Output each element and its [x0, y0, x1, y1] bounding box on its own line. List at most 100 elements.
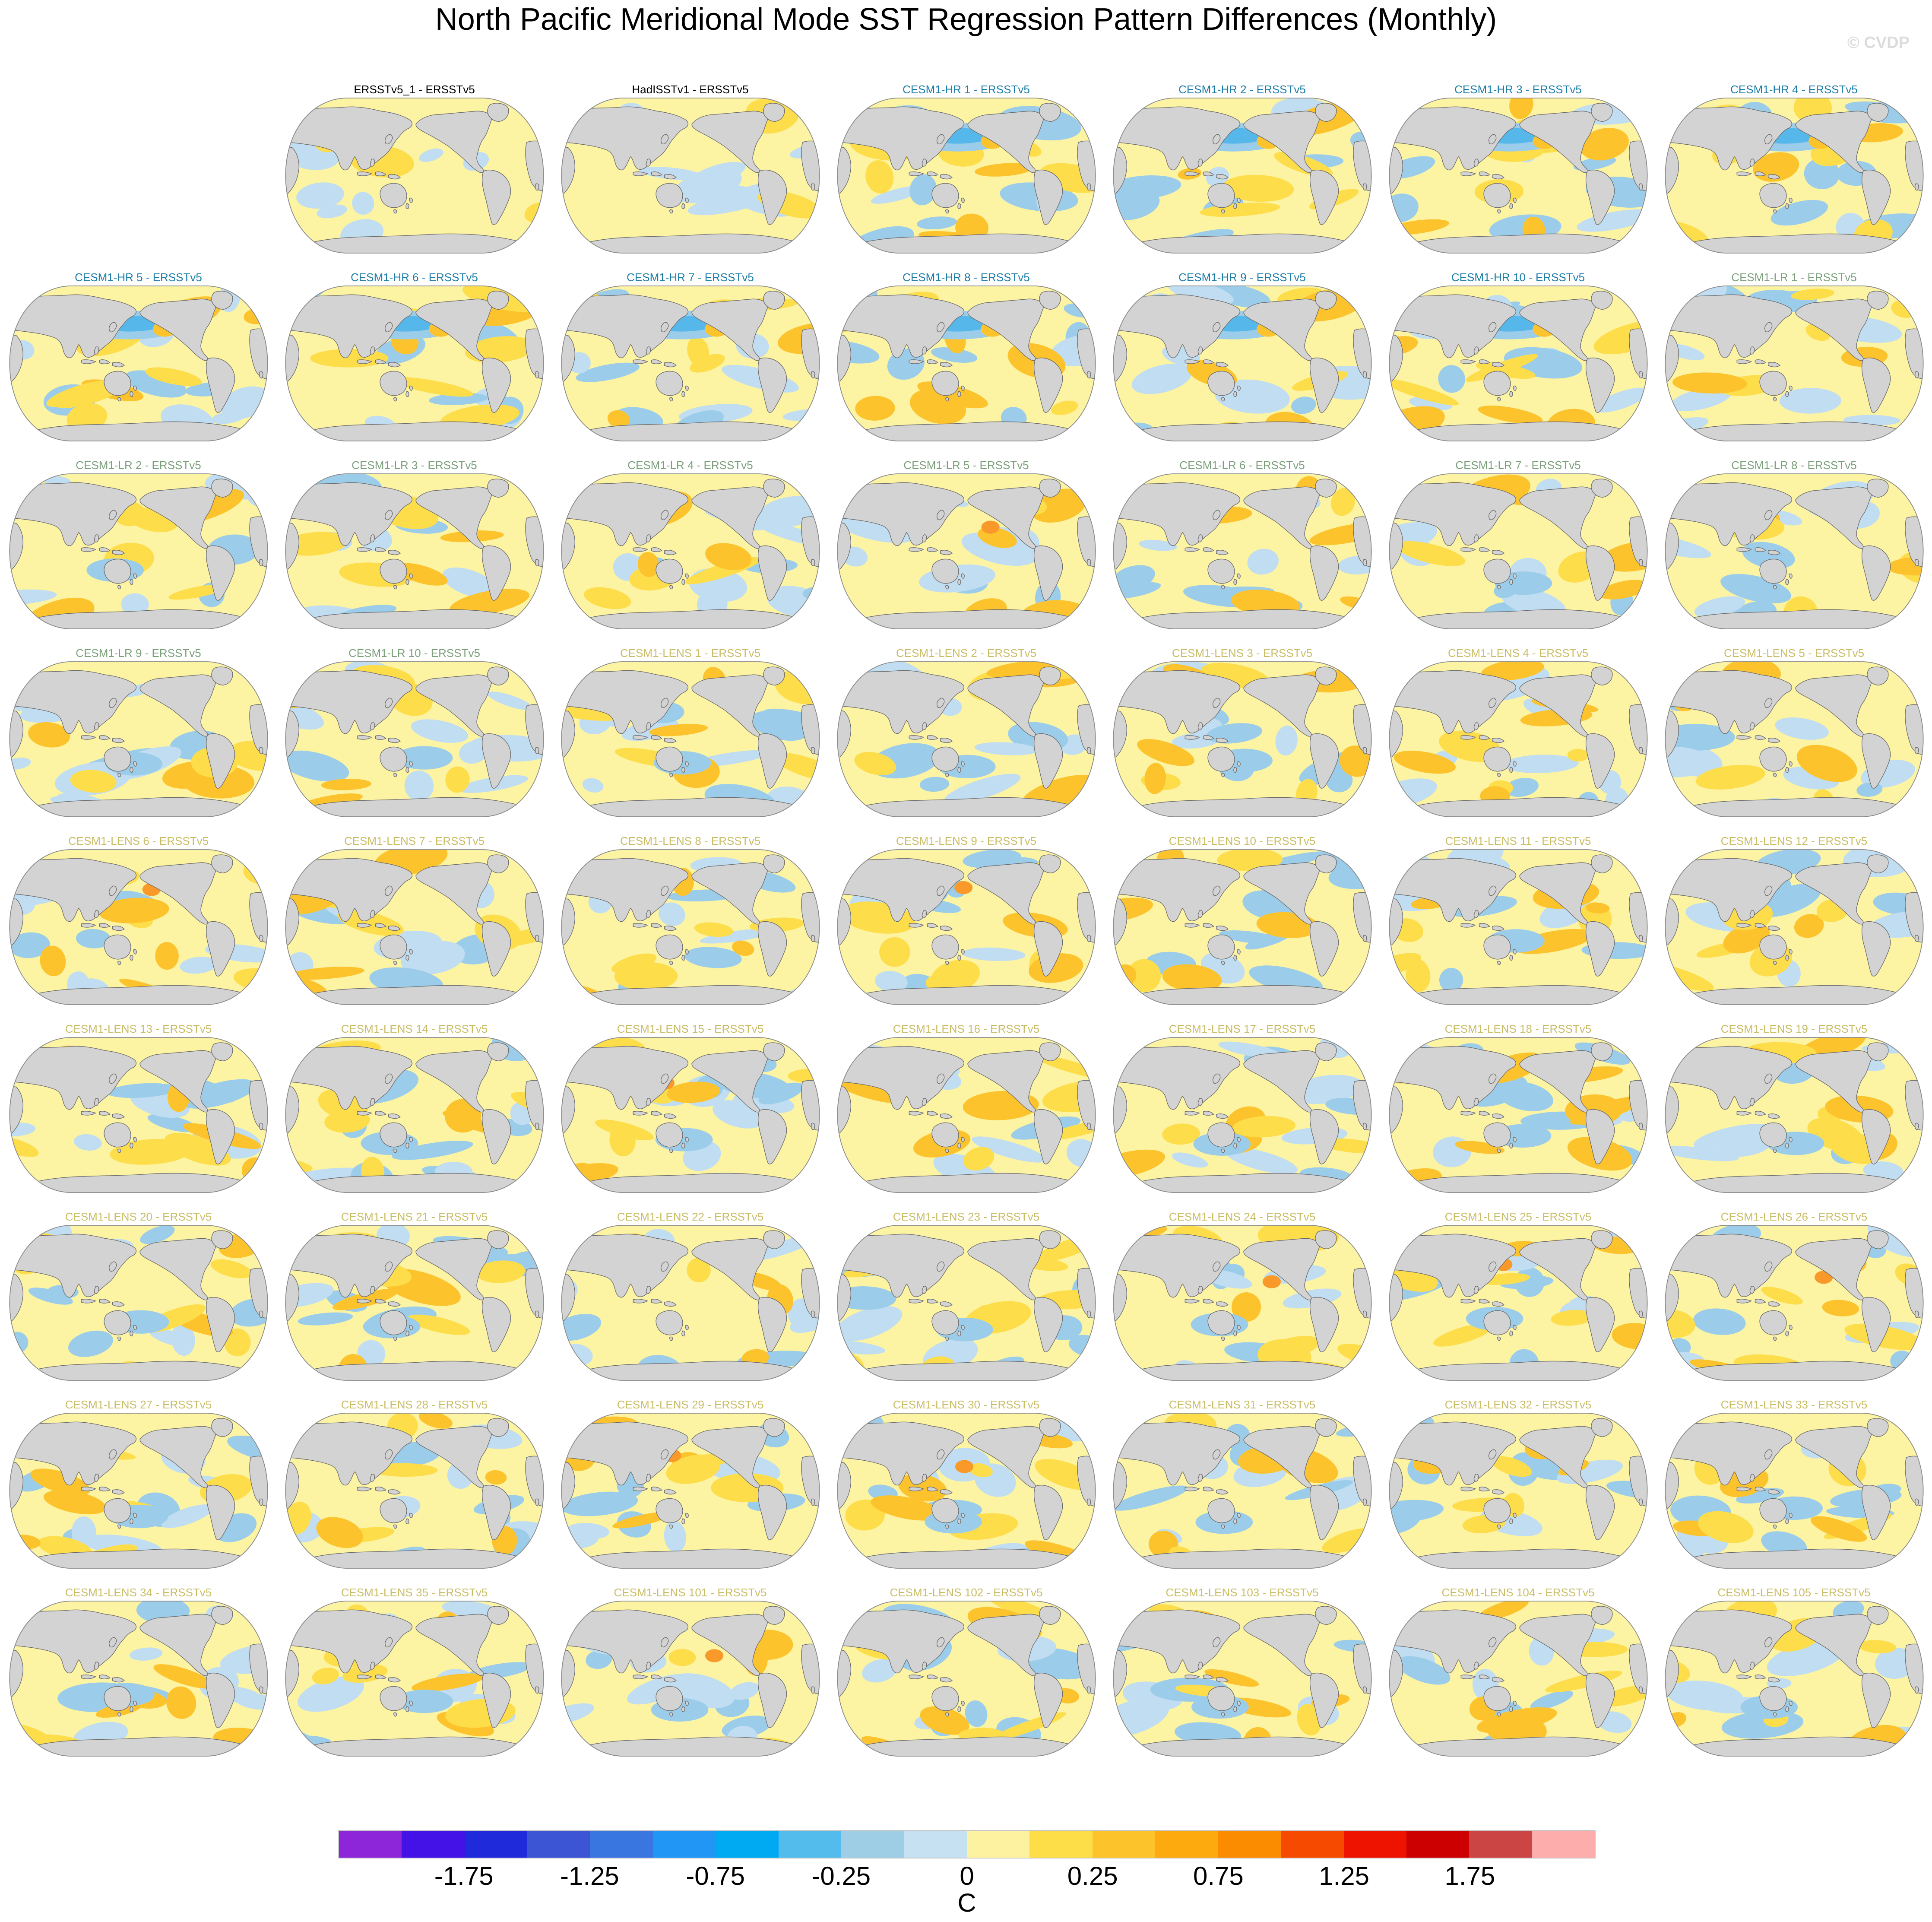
land-mass: [1039, 103, 1061, 122]
land-mass: [1362, 559, 1367, 567]
land-mass: [1309, 545, 1339, 601]
land-mass: [1687, 985, 1901, 1005]
panel-title: CESM1-LENS 16 - ERSSTv5: [893, 1022, 1040, 1035]
land-mass: [945, 1524, 949, 1529]
land-mass: [94, 1098, 99, 1106]
land-mass: [1086, 1498, 1091, 1506]
land-mass: [99, 1487, 111, 1491]
map-outline: [836, 1225, 1096, 1381]
land-mass: [1509, 1142, 1513, 1149]
panel-title: CESM1-LR 2 - ERSSTv5: [76, 459, 201, 472]
land-mass: [1362, 371, 1367, 379]
land-mass: [259, 1498, 263, 1506]
land-mass: [660, 885, 668, 896]
land-mass: [375, 1299, 386, 1304]
land-mass: [1113, 146, 1127, 195]
land-mass: [1221, 397, 1225, 402]
land-mass: [393, 773, 397, 777]
land-mass: [288, 1061, 293, 1067]
land-mass: [129, 1706, 133, 1713]
land-mass: [1389, 521, 1403, 571]
land-mass: [1764, 1637, 1772, 1647]
land-mass: [811, 1123, 815, 1130]
negative-anomaly-blob: [576, 362, 640, 382]
land-mass: [564, 310, 569, 315]
negative-anomaly-blob: [404, 770, 434, 801]
land-mass: [859, 1173, 1074, 1193]
panel-title: CESM1-LENS 32 - ERSSTv5: [1444, 1398, 1592, 1411]
land-mass: [375, 735, 386, 740]
land-mass: [112, 1677, 125, 1683]
panel-title: CESM1-LR 8 - ERSSTv5: [1731, 459, 1857, 472]
land-mass: [112, 550, 125, 555]
world-map: [9, 1413, 268, 1569]
negative-anomaly-blob: [690, 162, 745, 187]
land-mass: [9, 521, 23, 571]
panel-grid: ERSSTv5_1 - ERSSTv5 HadISSTv1 - ERSSTv5 …: [0, 80, 1932, 1771]
land-mass: [259, 559, 263, 567]
negative-anomaly-blob: [1665, 1145, 1739, 1161]
land-mass: [633, 735, 648, 740]
land-mass: [1460, 1299, 1476, 1304]
land-mass: [669, 585, 673, 590]
land-mass: [1509, 1330, 1513, 1337]
negative-anomaly-blob: [582, 778, 603, 793]
map-outline: [9, 661, 268, 817]
world-map: [1388, 1601, 1648, 1757]
positive-anomaly-blob: [909, 389, 966, 424]
land-mass: [1207, 1310, 1235, 1335]
land-mass: [1221, 585, 1225, 590]
land-mass: [655, 746, 683, 772]
land-mass: [936, 322, 944, 332]
land-mass: [1755, 735, 1766, 740]
world-map: [1388, 98, 1648, 254]
land-mass: [535, 559, 539, 567]
land-mass: [1314, 1042, 1337, 1061]
land-mass: [1212, 698, 1220, 708]
positive-anomaly-blob: [312, 1668, 339, 1684]
map-content: [1113, 1037, 1371, 1193]
land-mass: [1362, 1686, 1367, 1694]
land-mass: [1314, 291, 1337, 310]
land-mass: [655, 1686, 683, 1711]
land-mass: [1039, 1042, 1061, 1061]
map-content: [285, 98, 544, 253]
land-mass: [931, 1310, 959, 1335]
land-mass: [1512, 761, 1517, 767]
land-mass: [288, 1249, 293, 1255]
map-content: [1389, 662, 1647, 817]
negative-anomaly-blob: [9, 1122, 35, 1136]
map-content: [1113, 662, 1371, 817]
land-mass: [409, 385, 413, 391]
land-mass: [1135, 1736, 1349, 1756]
land-mass: [646, 1474, 651, 1482]
map-content: [1389, 850, 1647, 1005]
land-mass: [936, 1637, 944, 1647]
land-mass: [655, 1498, 683, 1523]
map-outline: [561, 1413, 820, 1569]
land-mass: [1389, 1273, 1403, 1323]
land-mass: [1788, 385, 1793, 391]
land-mass: [1590, 666, 1612, 685]
land-mass: [1512, 573, 1517, 579]
map-outline: [1388, 98, 1648, 254]
land-mass: [288, 122, 293, 127]
land-mass: [763, 1042, 785, 1061]
land-mass: [922, 1286, 927, 1294]
land-mass: [409, 1137, 413, 1142]
positive-anomaly-blob: [855, 396, 895, 421]
map-panel: CESM1-LENS 5 - ERSSTv5: [1656, 644, 1932, 832]
land-mass: [1497, 397, 1501, 402]
land-mass: [1914, 183, 1919, 191]
world-map: [1388, 661, 1648, 817]
land-mass: [1460, 923, 1476, 928]
positive-anomaly-blob: [1297, 1704, 1321, 1736]
positive-anomaly-blob: [1137, 739, 1194, 766]
land-mass: [133, 573, 137, 579]
land-mass: [103, 1686, 131, 1711]
map-panel: CESM1-LENS 105 - ERSSTv5: [1656, 1583, 1932, 1771]
land-mass: [285, 1273, 299, 1323]
negative-anomaly-blob: [638, 167, 705, 181]
map-outline: [561, 1037, 820, 1193]
panel-title: CESM1-HR 3 - ERSSTv5: [1454, 83, 1582, 96]
